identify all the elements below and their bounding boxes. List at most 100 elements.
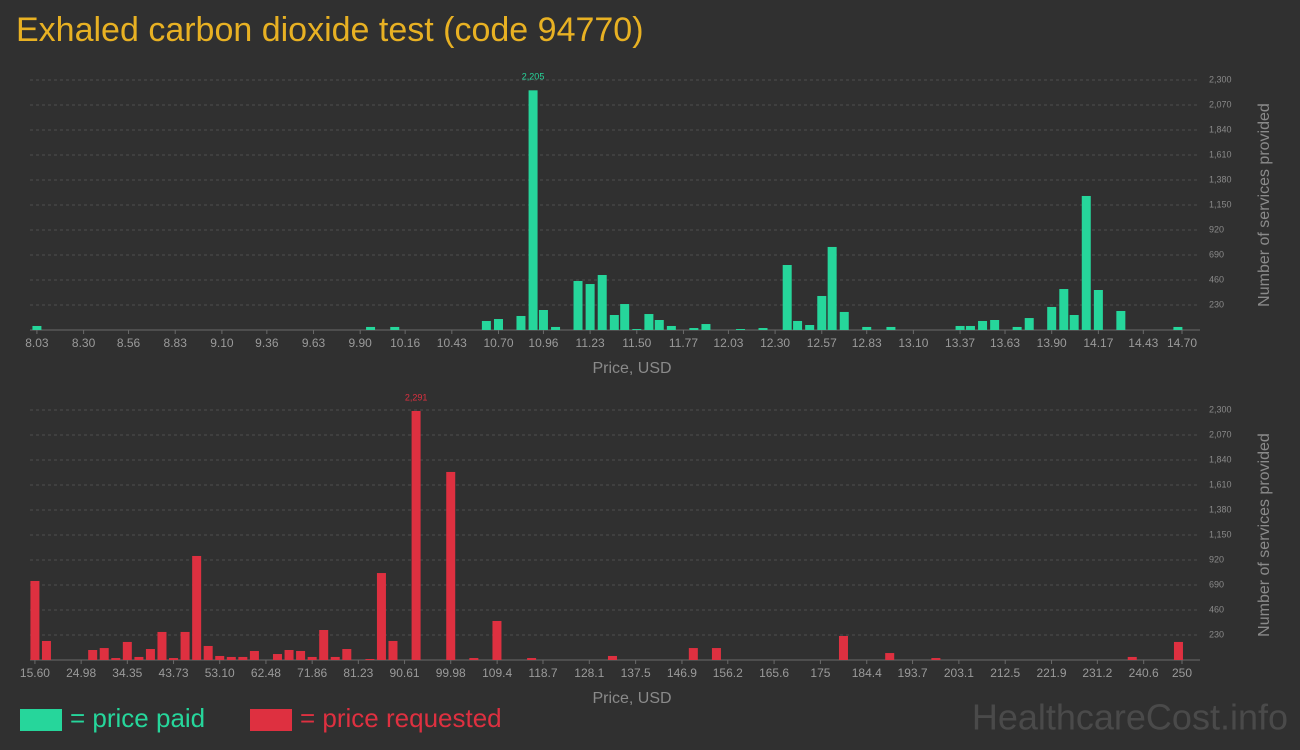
- x-tick-label: 53.10: [205, 666, 235, 680]
- x-tick-label: 11.50: [622, 336, 651, 350]
- y-tick-label: 1,380: [1209, 504, 1232, 514]
- bar: [493, 319, 503, 330]
- y-tick-label: 1,840: [1209, 454, 1232, 464]
- bar: [481, 320, 491, 330]
- y-tick-label: 920: [1209, 224, 1224, 234]
- x-tick-label: 10.96: [528, 336, 558, 350]
- x-tick-label: 13.90: [1037, 336, 1067, 350]
- x-tick-label: 14.43: [1128, 336, 1158, 350]
- x-tick-label: 212.5: [990, 666, 1020, 680]
- x-tick-label: 43.73: [159, 666, 189, 680]
- x-tick-label: 34.35: [112, 666, 142, 680]
- bar: [192, 555, 202, 660]
- legend-swatch: [20, 709, 62, 731]
- bar: [111, 658, 121, 660]
- x-tick-label: 10.43: [437, 336, 467, 350]
- bar: [366, 326, 376, 330]
- x-tick-label: 193.7: [898, 666, 928, 680]
- value-label: 2,205: [522, 72, 545, 82]
- bar: [1059, 289, 1069, 330]
- bar: [469, 658, 479, 660]
- bar: [782, 265, 792, 330]
- bar: [516, 315, 526, 330]
- bar: [157, 631, 167, 660]
- bar: [585, 284, 595, 330]
- x-tick-label: 10.70: [483, 336, 513, 350]
- x-tick-label: 13.63: [990, 336, 1020, 350]
- x-tick-label: 156.2: [713, 666, 743, 680]
- x-tick-label: 10.16: [390, 336, 420, 350]
- watermark: HealthcareCost.info: [972, 697, 1288, 738]
- x-axis-label: Price, USD: [592, 360, 671, 377]
- bar: [145, 649, 155, 660]
- y-tick-label: 2,300: [1209, 404, 1232, 414]
- bar: [249, 650, 259, 660]
- y-tick-label: 1,150: [1209, 199, 1232, 209]
- bar: [215, 655, 225, 660]
- x-tick-label: 71.86: [297, 666, 327, 680]
- bar: [296, 650, 306, 660]
- bar: [1173, 641, 1183, 660]
- bar: [376, 573, 386, 660]
- x-tick-label: 12.57: [807, 336, 837, 350]
- y-tick-label: 1,150: [1209, 529, 1232, 539]
- x-tick-label: 11.77: [669, 336, 698, 350]
- bar: [446, 471, 456, 660]
- y-tick-label: 460: [1209, 604, 1224, 614]
- bar: [528, 90, 538, 331]
- x-tick-label: 13.37: [945, 336, 975, 350]
- x-tick-label: 81.23: [343, 666, 373, 680]
- x-tick-label: 184.4: [852, 666, 882, 680]
- y-tick-label: 920: [1209, 554, 1224, 564]
- bar: [644, 314, 654, 330]
- x-tick-label: 118.7: [528, 666, 557, 680]
- x-tick-label: 12.03: [713, 336, 743, 350]
- bar: [32, 325, 42, 330]
- bar: [1093, 290, 1103, 330]
- value-label: 2,291: [405, 392, 428, 402]
- bar: [169, 658, 179, 660]
- x-tick-label: 203.1: [944, 666, 974, 680]
- y-tick-label: 2,070: [1209, 99, 1232, 109]
- bar: [226, 656, 236, 660]
- x-tick-label: 231.2: [1082, 666, 1112, 680]
- y-tick-label: 1,840: [1209, 124, 1232, 134]
- bar: [272, 654, 282, 660]
- bar: [793, 320, 803, 330]
- bar: [1081, 195, 1091, 330]
- bar: [758, 328, 768, 330]
- bar: [307, 656, 317, 660]
- x-tick-label: 12.30: [760, 336, 790, 350]
- y-tick-label: 690: [1209, 249, 1224, 259]
- x-tick-label: 240.6: [1129, 666, 1159, 680]
- bar: [411, 410, 421, 660]
- x-tick-label: 8.03: [25, 336, 49, 350]
- bar: [609, 315, 619, 330]
- bar: [711, 648, 721, 660]
- bar: [1069, 315, 1079, 330]
- bar: [319, 630, 329, 660]
- y-tick-label: 1,610: [1209, 479, 1232, 489]
- bar: [990, 320, 1000, 330]
- bar: [122, 641, 132, 660]
- bar: [134, 656, 144, 660]
- x-tick-label: 9.10: [210, 336, 234, 350]
- bar: [1116, 310, 1126, 330]
- x-tick-label: 90.61: [390, 666, 420, 680]
- bar: [538, 310, 548, 330]
- x-tick-label: 9.36: [255, 336, 279, 350]
- bar: [238, 656, 248, 660]
- x-tick-label: 8.56: [117, 336, 141, 350]
- x-tick-label: 14.17: [1083, 336, 1113, 350]
- x-tick-label: 165.6: [759, 666, 789, 680]
- x-axis-label: Price, USD: [592, 690, 671, 707]
- bar: [1012, 326, 1022, 330]
- bar: [689, 328, 699, 330]
- legend-swatch: [250, 709, 292, 731]
- bar: [736, 329, 746, 330]
- bar: [862, 326, 872, 330]
- y-tick-label: 2,070: [1209, 429, 1232, 439]
- x-tick-label: 9.63: [302, 336, 326, 350]
- x-tick-label: 8.83: [164, 336, 188, 350]
